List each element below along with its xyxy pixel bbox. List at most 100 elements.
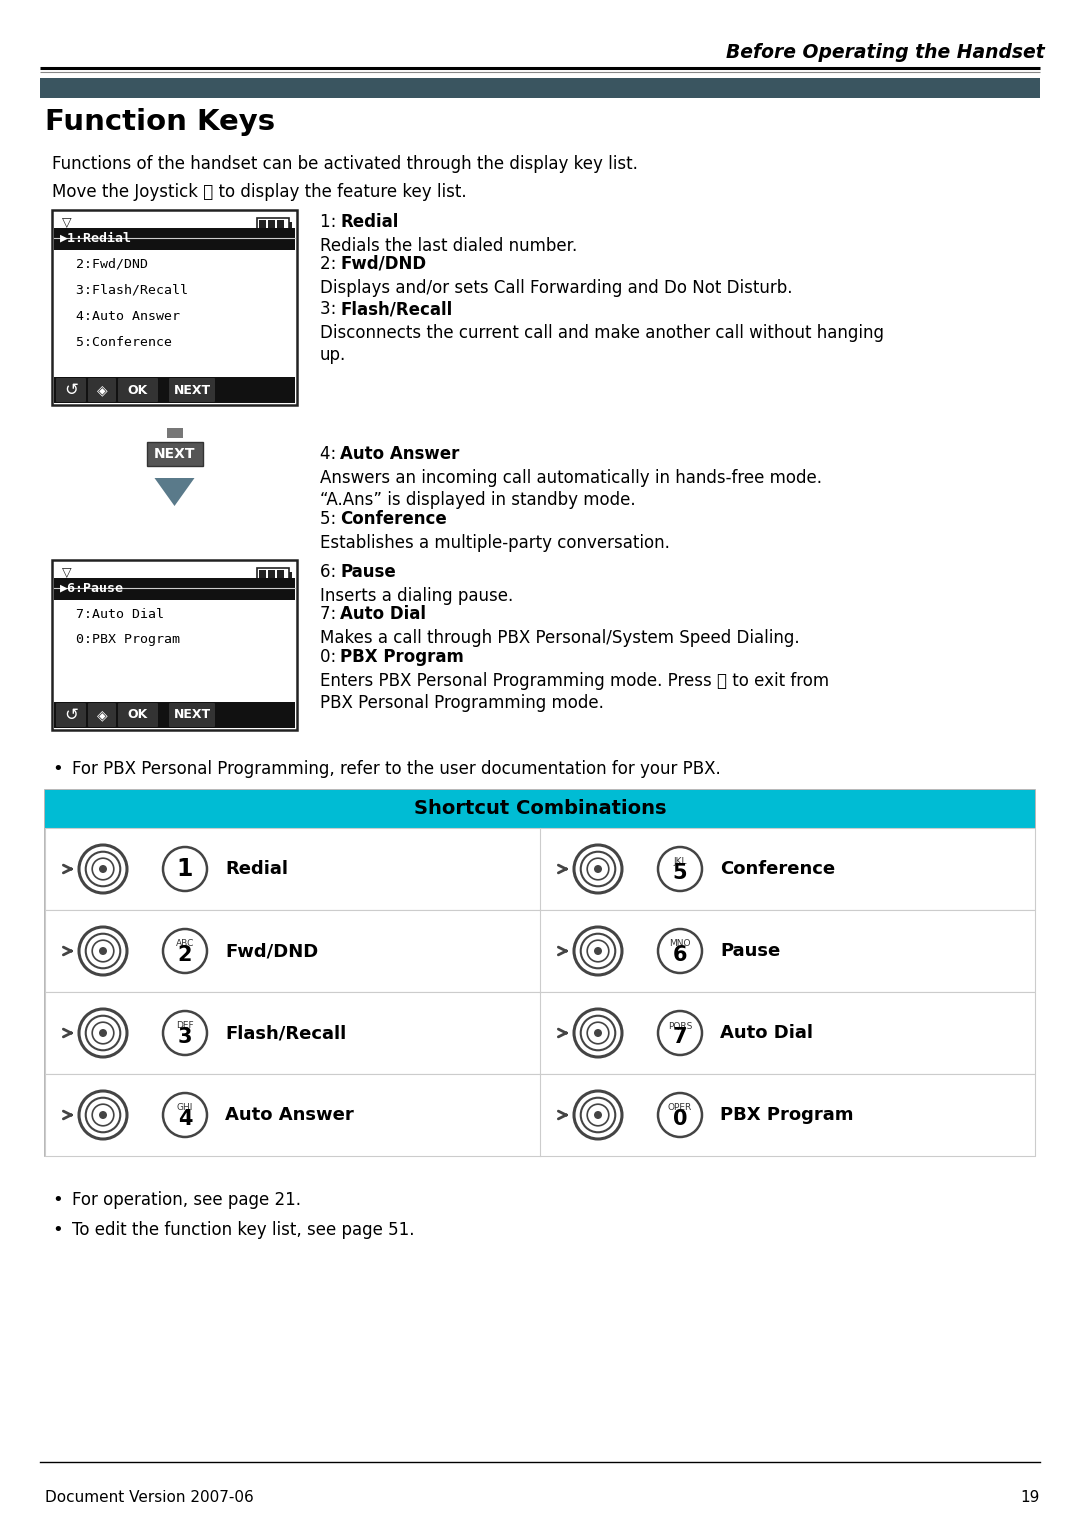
- Text: Move the Joystick ⓨ to display the feature key list.: Move the Joystick ⓨ to display the featu…: [52, 183, 467, 200]
- FancyBboxPatch shape: [54, 578, 295, 599]
- Text: 0: 0: [673, 1109, 687, 1128]
- Text: ↺: ↺: [64, 381, 78, 399]
- Circle shape: [658, 847, 702, 891]
- Circle shape: [163, 1011, 207, 1055]
- Text: ▽: ▽: [62, 216, 71, 229]
- Text: Fwd/DND: Fwd/DND: [225, 942, 319, 960]
- Text: ▶6:Pause: ▶6:Pause: [60, 581, 124, 595]
- Text: 19: 19: [1021, 1489, 1040, 1505]
- Circle shape: [658, 930, 702, 972]
- Text: 5:Conference: 5:Conference: [60, 335, 172, 349]
- Circle shape: [163, 847, 207, 891]
- Text: Document Version 2007-06: Document Version 2007-06: [45, 1489, 254, 1505]
- Polygon shape: [154, 479, 194, 506]
- FancyBboxPatch shape: [87, 703, 116, 726]
- Text: ↺: ↺: [64, 706, 78, 725]
- Circle shape: [594, 946, 602, 956]
- Text: Function Keys: Function Keys: [45, 109, 275, 136]
- Text: For PBX Personal Programming, refer to the user documentation for your PBX.: For PBX Personal Programming, refer to t…: [72, 760, 720, 778]
- Text: Enters PBX Personal Programming mode. Press ⓒ to exit from: Enters PBX Personal Programming mode. Pr…: [320, 673, 829, 690]
- Circle shape: [163, 930, 207, 972]
- Text: 0:: 0:: [320, 648, 341, 667]
- Text: Auto Answer: Auto Answer: [340, 445, 459, 463]
- Text: 7:Auto Dial: 7:Auto Dial: [60, 607, 164, 621]
- Text: 2: 2: [178, 945, 192, 965]
- Circle shape: [99, 1029, 107, 1037]
- FancyBboxPatch shape: [259, 220, 266, 229]
- Circle shape: [163, 1093, 207, 1138]
- FancyBboxPatch shape: [118, 378, 158, 402]
- Text: 4: 4: [178, 1109, 192, 1128]
- Text: PBX Program: PBX Program: [340, 648, 464, 667]
- FancyBboxPatch shape: [54, 702, 295, 728]
- Text: To edit the function key list, see page 51.: To edit the function key list, see page …: [72, 1222, 415, 1238]
- Circle shape: [99, 865, 107, 873]
- Text: up.: up.: [320, 346, 347, 364]
- FancyBboxPatch shape: [168, 378, 215, 402]
- Text: PQRS: PQRS: [667, 1021, 692, 1031]
- Text: Redial: Redial: [340, 213, 399, 231]
- Text: Shortcut Combinations: Shortcut Combinations: [414, 800, 666, 818]
- FancyBboxPatch shape: [268, 570, 275, 579]
- Text: 7:: 7:: [320, 605, 341, 622]
- Text: OK: OK: [126, 384, 147, 396]
- Text: 4:: 4:: [320, 445, 341, 463]
- Text: 6:: 6:: [320, 563, 341, 581]
- Text: Pause: Pause: [340, 563, 395, 581]
- Text: ▽: ▽: [62, 566, 71, 579]
- Text: 5:: 5:: [320, 511, 341, 528]
- FancyBboxPatch shape: [54, 378, 295, 404]
- Text: 3: 3: [178, 1027, 192, 1047]
- Circle shape: [658, 1093, 702, 1138]
- FancyBboxPatch shape: [45, 829, 1035, 910]
- Text: OK: OK: [126, 708, 147, 722]
- Circle shape: [99, 946, 107, 956]
- Text: Makes a call through PBX Personal/System Speed Dialing.: Makes a call through PBX Personal/System…: [320, 628, 799, 647]
- Text: ABC: ABC: [176, 939, 194, 948]
- Text: Redial: Redial: [225, 859, 288, 878]
- Text: Functions of the handset can be activated through the display key list.: Functions of the handset can be activate…: [52, 154, 638, 173]
- Text: •: •: [52, 1222, 63, 1238]
- Text: 3:Flash/Recall: 3:Flash/Recall: [60, 283, 188, 297]
- Text: “A.Ans” is displayed in standby mode.: “A.Ans” is displayed in standby mode.: [320, 491, 636, 509]
- Text: Conference: Conference: [340, 511, 447, 528]
- Text: DEF: DEF: [176, 1021, 193, 1031]
- Text: JKL: JKL: [673, 858, 687, 867]
- Text: Auto Dial: Auto Dial: [720, 1024, 813, 1041]
- Text: 1: 1: [177, 856, 193, 881]
- FancyBboxPatch shape: [40, 78, 1040, 98]
- FancyBboxPatch shape: [52, 560, 297, 729]
- Circle shape: [594, 1112, 602, 1119]
- FancyBboxPatch shape: [276, 570, 284, 579]
- FancyBboxPatch shape: [147, 442, 203, 466]
- Text: ◈: ◈: [97, 382, 107, 398]
- Circle shape: [594, 1029, 602, 1037]
- Text: Answers an incoming call automatically in hands-free mode.: Answers an incoming call automatically i…: [320, 469, 822, 488]
- Text: Auto Dial: Auto Dial: [340, 605, 426, 622]
- Text: 3:: 3:: [320, 300, 341, 318]
- FancyBboxPatch shape: [45, 790, 1035, 829]
- Text: Redials the last dialed number.: Redials the last dialed number.: [320, 237, 577, 255]
- FancyBboxPatch shape: [52, 209, 297, 405]
- Text: Before Operating the Handset: Before Operating the Handset: [726, 43, 1045, 61]
- FancyBboxPatch shape: [87, 378, 116, 402]
- Text: MNO: MNO: [670, 939, 691, 948]
- Circle shape: [99, 1112, 107, 1119]
- FancyBboxPatch shape: [268, 220, 275, 229]
- Text: 2:Fwd/DND: 2:Fwd/DND: [60, 257, 148, 271]
- Text: OPER: OPER: [667, 1104, 692, 1113]
- Text: Fwd/DND: Fwd/DND: [340, 255, 427, 274]
- Text: PBX Program: PBX Program: [720, 1105, 853, 1124]
- Circle shape: [594, 865, 602, 873]
- FancyBboxPatch shape: [166, 428, 183, 437]
- FancyBboxPatch shape: [56, 378, 86, 402]
- Text: Conference: Conference: [720, 859, 835, 878]
- FancyBboxPatch shape: [289, 572, 292, 578]
- FancyBboxPatch shape: [45, 992, 1035, 1073]
- FancyBboxPatch shape: [118, 703, 158, 726]
- Text: Inserts a dialing pause.: Inserts a dialing pause.: [320, 587, 513, 605]
- Text: PBX Personal Programming mode.: PBX Personal Programming mode.: [320, 694, 604, 713]
- Text: 2:: 2:: [320, 255, 341, 274]
- FancyBboxPatch shape: [54, 228, 295, 251]
- Text: 1:: 1:: [320, 213, 341, 231]
